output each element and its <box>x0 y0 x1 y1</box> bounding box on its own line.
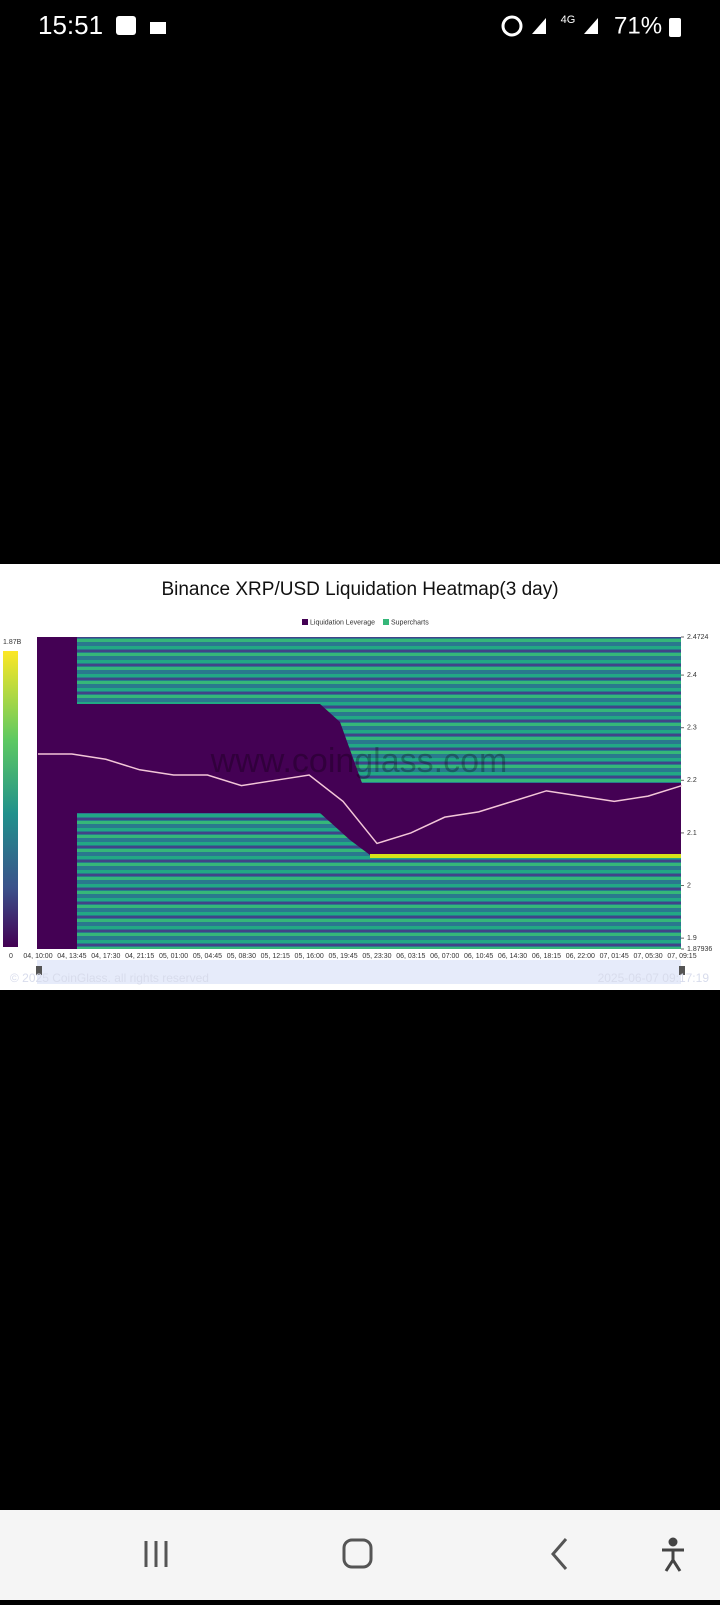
watermark: www.coinglass.com <box>210 742 508 780</box>
x-tick-label: 05, 16:00 <box>295 953 324 960</box>
network-type: 4G <box>561 14 576 26</box>
legend-swatch <box>302 619 308 625</box>
recents-button[interactable] <box>144 1541 168 1567</box>
x-tick-label: 06, 07:00 <box>430 953 459 960</box>
legend: Liquidation Leverage Supercharts <box>302 619 429 626</box>
x-tick-label: 07, 01:45 <box>600 953 629 960</box>
scroll-handle[interactable] <box>36 966 42 975</box>
accessibility-button[interactable] <box>662 1537 684 1572</box>
price-line <box>38 753 683 845</box>
heat-zone <box>77 813 681 949</box>
x-tick-label: 05, 23:30 <box>362 953 391 960</box>
scroll-range[interactable] <box>37 960 681 984</box>
x-tick-label: 06, 22:00 <box>566 953 595 960</box>
heat-zone <box>77 637 681 783</box>
clock: 15:51 <box>38 10 103 40</box>
x-tick-label: 04, 21:15 <box>125 953 154 960</box>
x-tick-label: 04, 10:00 <box>23 953 52 960</box>
battery-icon <box>669 18 681 37</box>
legend-swatch <box>383 619 389 625</box>
x-tick-label: 04, 13:45 <box>57 953 86 960</box>
x-tick-label: 05, 12:15 <box>261 953 290 960</box>
y-tick-label: 1.9 <box>687 935 697 942</box>
y-tick-label: 2.1 <box>687 830 697 837</box>
x-tick-label: 06, 18:15 <box>532 953 561 960</box>
signal-icon <box>532 18 546 34</box>
colorbar <box>3 651 18 947</box>
y-tick-label: 2.3 <box>687 725 697 732</box>
x-tick-label: 07, 05:30 <box>634 953 663 960</box>
copyright: © 2025 CoinGlass. all rights reserved <box>10 971 209 985</box>
x-tick-label: 05, 08:30 <box>227 953 256 960</box>
legend-label: Liquidation Leverage <box>310 619 375 626</box>
colorbar-max: 1.87B <box>3 639 22 646</box>
scroll-handle[interactable] <box>679 966 685 975</box>
home-button[interactable] <box>342 1538 373 1569</box>
nav-bar <box>0 1510 720 1600</box>
x-tick-label: 05, 01:00 <box>159 953 188 960</box>
colorbar-min: 0 <box>9 953 13 960</box>
y-tick-label: 2 <box>687 882 691 889</box>
alarm-icon <box>501 15 523 37</box>
timestamp: 2025-06-07 09:17:19 <box>598 971 710 985</box>
y-tick-label: 1.87936 <box>687 946 712 953</box>
app-icon <box>150 22 166 34</box>
gallery-icon <box>116 16 136 35</box>
battery-level: 71% <box>614 12 662 39</box>
x-tick-label: 06, 10:45 <box>464 953 493 960</box>
x-tick-label: 07, 09:15 <box>667 953 696 960</box>
y-tick-label: 2.4 <box>687 672 697 679</box>
y-tick-label: 2.4724 <box>687 634 709 641</box>
x-tick-label: 06, 14:30 <box>498 953 527 960</box>
legend-label: Supercharts <box>391 619 429 626</box>
back-button[interactable] <box>551 1538 568 1570</box>
y-tick-label: 2.2 <box>687 777 697 784</box>
x-tick-label: 04, 17:30 <box>91 953 120 960</box>
chart-title: Binance XRP/USD Liquidation Heatmap(3 da… <box>161 579 558 600</box>
x-tick-label: 05, 04:45 <box>193 953 222 960</box>
x-tick-label: 05, 19:45 <box>328 953 357 960</box>
signal-icon <box>584 18 598 34</box>
x-tick-label: 06, 03:15 <box>396 953 425 960</box>
